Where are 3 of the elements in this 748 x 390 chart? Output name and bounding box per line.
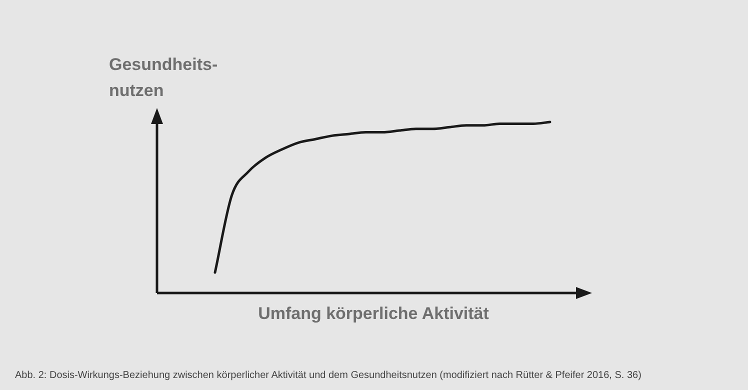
y-axis-title: Gesundheits-nutzen — [109, 54, 219, 102]
caption: Abb. 2: Dosis-Wirkungs-Beziehung zwischen körperlicher Aktivität und dem Gesundheitsnutzen (modifiziert nach Rütter & Pfeifer 2016, S. 36) — [15, 370, 642, 381]
x-axis-title: Umfang körperliche Aktivität — [257, 304, 490, 324]
